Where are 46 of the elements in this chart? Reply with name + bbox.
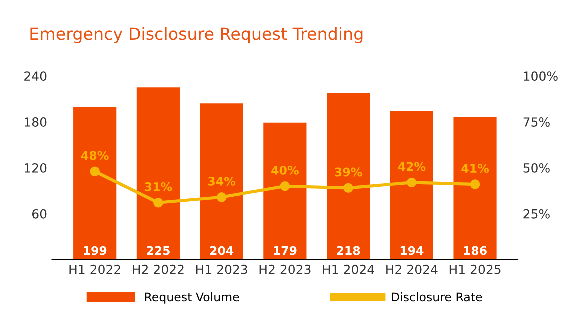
data-label: 204 — [210, 246, 234, 256]
data-label: 39% — [335, 168, 362, 177]
point — [280, 181, 290, 192]
data-label: 41% — [462, 164, 490, 174]
data-label: 31% — [145, 182, 172, 192]
y2-tick-label: 75% — [524, 118, 550, 127]
x-tick-label: H1 2022 — [70, 264, 120, 274]
data-label: 34% — [208, 176, 236, 186]
bar — [327, 92, 370, 260]
y-tick-label: 120 — [25, 163, 47, 173]
bar — [74, 108, 117, 260]
y2-tick-label: 50% — [524, 163, 550, 173]
data-label: 194 — [400, 246, 424, 256]
x-tick-label: H1 2024 — [323, 264, 374, 274]
point — [344, 183, 354, 194]
bar — [136, 88, 180, 260]
bar — [390, 111, 434, 260]
data-label: 48% — [81, 151, 109, 160]
data-label: 225 — [147, 246, 170, 256]
data-label: 218 — [337, 246, 360, 256]
x-tick-label: H1 2025 — [450, 264, 501, 274]
data-label: 42% — [398, 162, 426, 172]
y-tick-label: 240 — [24, 72, 47, 82]
point — [90, 166, 100, 177]
bar — [454, 117, 497, 260]
chart-title: Emergency Disclosure Request Trending — [30, 27, 363, 44]
y-tick-label: 180 — [25, 118, 47, 127]
legend-label: Disclosure Rate — [392, 292, 482, 302]
point — [470, 180, 480, 190]
y2-tick-label: 25% — [524, 209, 550, 219]
bar — [264, 122, 307, 260]
point — [407, 178, 417, 188]
data-label: 40% — [272, 166, 299, 175]
point — [154, 198, 164, 208]
x-tick-label: H2 2023 — [260, 264, 311, 274]
bar — [200, 104, 244, 260]
x-tick-label: H2 2024 — [386, 264, 438, 274]
y2-tick-label: 100% — [524, 72, 558, 82]
data-label: 179 — [274, 246, 297, 256]
data-label: 199 — [84, 246, 107, 256]
x-tick-label: H2 2022 — [133, 264, 184, 274]
point — [216, 192, 227, 202]
data-label: 186 — [464, 246, 487, 256]
x-tick-label: H1 2023 — [196, 264, 248, 274]
y-tick-label: 60 — [32, 209, 47, 219]
legend-label: Request Volume — [145, 292, 240, 304]
